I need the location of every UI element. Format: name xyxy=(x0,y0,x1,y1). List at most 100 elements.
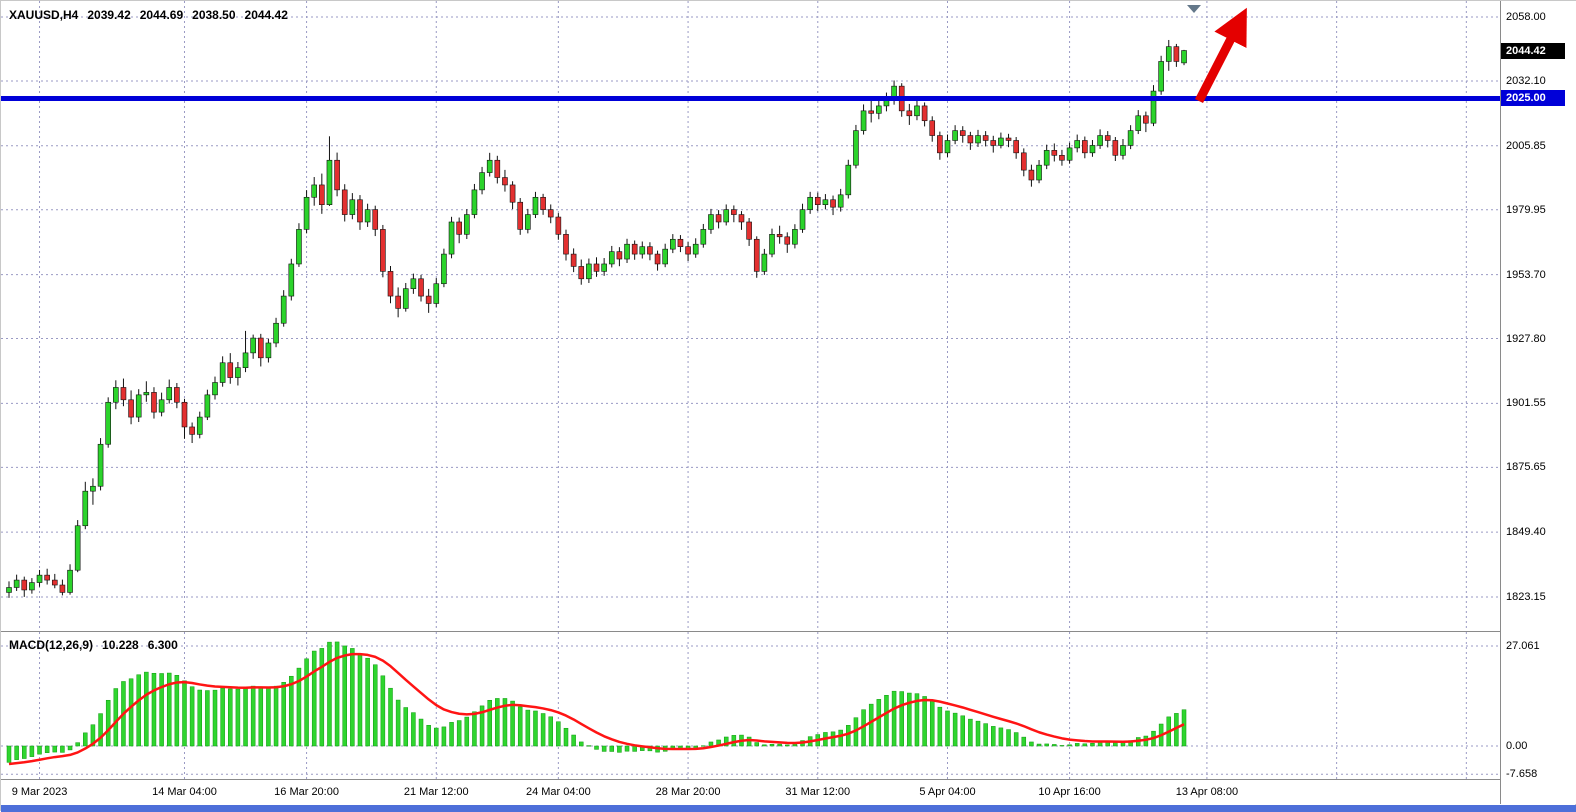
macd-histogram-bar xyxy=(1068,745,1072,746)
bear-candle xyxy=(495,160,500,177)
bull-candle xyxy=(953,131,958,141)
macd-histogram-bar xyxy=(625,746,629,751)
macd-histogram-bar xyxy=(1014,733,1018,746)
bear-candle xyxy=(716,215,721,222)
macd-histogram-bar xyxy=(930,701,934,746)
bear-candle xyxy=(983,136,988,141)
bear-candle xyxy=(1014,140,1019,152)
macd-histogram-bar xyxy=(549,717,553,746)
bull-candle xyxy=(1090,145,1095,152)
macd-tick-label: -7.658 xyxy=(1506,767,1537,781)
bull-candle xyxy=(274,323,279,343)
bull-candle xyxy=(876,106,881,113)
macd-histogram-bar xyxy=(907,693,911,746)
bull-candle xyxy=(1067,148,1072,160)
horizontal-level-line[interactable] xyxy=(1,96,1500,101)
macd-histogram-bar xyxy=(488,700,492,746)
bull-candle xyxy=(266,343,271,358)
symbol-ohlc-header: XAUUSD,H4 2039.42 2044.69 2038.50 2044.4… xyxy=(9,8,288,22)
bear-candle xyxy=(907,111,912,116)
macd-histogram-bar xyxy=(831,732,835,746)
bull-candle xyxy=(533,197,538,214)
macd-histogram-bar xyxy=(327,642,331,746)
bull-candle xyxy=(68,570,73,592)
macd-histogram-bar xyxy=(1037,744,1041,746)
trend-arrow[interactable] xyxy=(1199,27,1237,101)
bull-candle xyxy=(525,215,530,230)
bear-candle xyxy=(556,217,561,234)
macd-histogram-bar xyxy=(160,673,164,746)
macd-histogram-bar xyxy=(175,675,179,746)
bull-candle xyxy=(800,210,805,230)
bull-candle xyxy=(586,264,591,279)
bear-candle xyxy=(335,160,340,190)
bull-candle xyxy=(853,131,858,166)
bull-candle xyxy=(1120,145,1125,155)
macd-histogram-bar xyxy=(83,733,87,746)
macd-histogram-bar xyxy=(1052,744,1056,746)
bull-candle xyxy=(37,575,42,582)
macd-histogram-bar xyxy=(755,743,759,746)
chart-shift-marker-icon[interactable] xyxy=(1187,5,1201,13)
time-axis-label: 16 Mar 20:00 xyxy=(274,786,339,798)
macd-histogram-bar xyxy=(869,704,873,746)
bull-candle xyxy=(411,279,416,289)
macd-histogram-bar xyxy=(244,688,248,746)
macd-histogram-bar xyxy=(938,707,942,746)
macd-histogram-bar xyxy=(602,746,606,751)
macd-histogram-bar xyxy=(137,675,141,746)
level-price-tag: 2025.00 xyxy=(1501,90,1565,106)
bull-candle xyxy=(1166,47,1171,62)
macd-histogram-bar xyxy=(991,726,995,746)
macd-histogram-bar xyxy=(976,721,980,746)
macd-histogram-bar xyxy=(205,691,209,746)
macd-canvas[interactable] xyxy=(1,632,1500,780)
bull-candle xyxy=(441,254,446,284)
macd-histogram-bar xyxy=(144,672,148,746)
bear-candle xyxy=(1143,116,1148,123)
ohlc-low-value: 2038.50 xyxy=(192,8,235,22)
macd-histogram-bar xyxy=(984,724,988,746)
bull-candle xyxy=(609,252,614,264)
bear-candle xyxy=(182,402,187,427)
price-chart-canvas[interactable] xyxy=(1,1,1500,632)
bull-candle xyxy=(693,244,698,254)
macd-histogram-bar xyxy=(450,722,454,746)
macd-histogram-bar xyxy=(7,746,11,762)
bear-candle xyxy=(655,254,660,264)
price-chart-pane[interactable] xyxy=(1,1,1500,632)
bear-candle xyxy=(1029,170,1034,180)
bull-candle xyxy=(167,387,172,399)
macd-histogram-bar xyxy=(15,746,19,760)
bull-candle xyxy=(327,160,332,204)
macd-histogram-bar xyxy=(968,719,972,746)
macd-histogram-bar xyxy=(289,676,293,746)
time-axis-label: 13 Apr 08:00 xyxy=(1176,786,1238,798)
bear-candle xyxy=(571,254,576,266)
macd-histogram-bar xyxy=(564,728,568,746)
macd-histogram-bar xyxy=(266,688,270,746)
bull-candle xyxy=(770,234,775,254)
bear-candle xyxy=(151,392,156,412)
bear-candle xyxy=(510,185,515,202)
macd-histogram-bar xyxy=(1090,743,1094,746)
bear-candle xyxy=(342,190,347,215)
bull-candle xyxy=(83,491,88,526)
macd-histogram-bar xyxy=(114,689,118,746)
bull-candle xyxy=(861,111,866,131)
macd-indicator-pane[interactable] xyxy=(1,632,1500,780)
bear-candle xyxy=(1082,140,1087,152)
time-axis-label: 31 Mar 12:00 xyxy=(785,786,850,798)
bull-candle xyxy=(350,200,355,215)
bear-candle xyxy=(1105,136,1110,141)
bear-candle xyxy=(457,222,462,234)
macd-histogram-bar xyxy=(953,713,957,746)
macd-histogram-bar xyxy=(396,700,400,746)
macd-histogram-bar xyxy=(495,698,499,746)
bear-candle xyxy=(579,266,584,278)
bear-candle xyxy=(121,387,126,399)
bull-candle xyxy=(251,338,256,353)
